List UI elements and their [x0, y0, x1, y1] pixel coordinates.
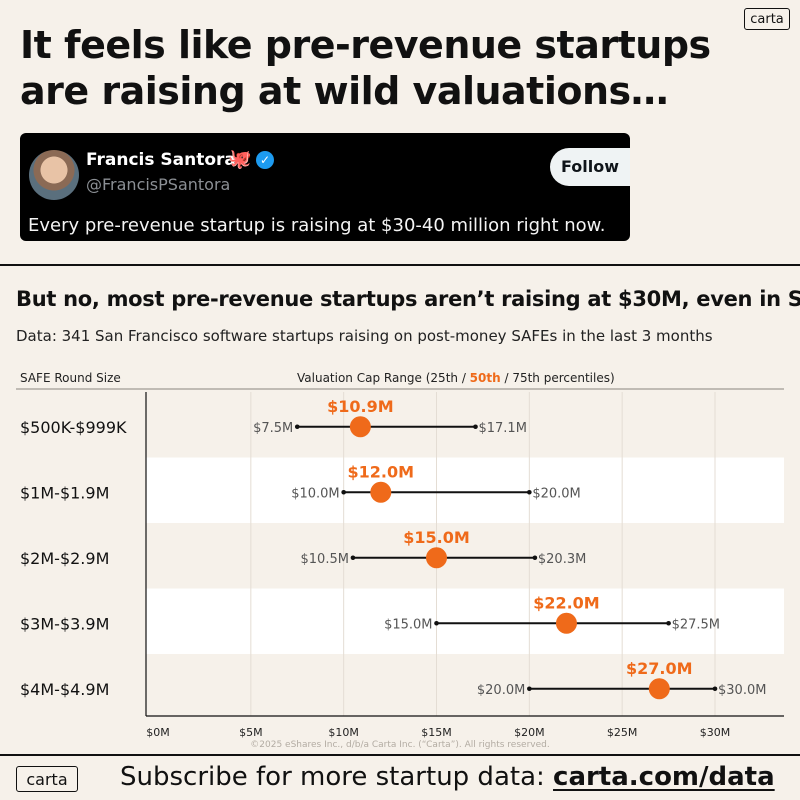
p75-label: $20.3M: [538, 552, 586, 567]
p75-point: [712, 686, 718, 692]
median-label: $12.0M: [348, 462, 415, 481]
p75-label: $20.0M: [532, 486, 580, 501]
p25-point: [434, 620, 439, 626]
p75-label: $30.0M: [718, 683, 766, 698]
column-header-prefix: Valuation Cap Range (25th /: [297, 371, 470, 385]
category-label: $2M-$2.9M: [20, 549, 109, 568]
follow-button[interactable]: Follow: [550, 148, 630, 186]
column-header-median: 50th: [469, 371, 501, 385]
category-label: $500K-$999K: [20, 418, 127, 437]
median-point: [370, 481, 392, 503]
tweet-card: Francis Santora 🐙 ✓ @FrancisPSantora Fol…: [20, 133, 630, 241]
p25-point: [527, 686, 532, 692]
median-point: [555, 612, 577, 634]
p25-label: $20.0M: [477, 683, 525, 698]
copyright-notice: ©2025 eShares Inc., d/b/a Carta Inc. (“C…: [250, 740, 550, 750]
p25-label: $7.5M: [253, 421, 293, 436]
x-tick-label: $0M: [146, 726, 170, 739]
p75-point: [473, 424, 478, 430]
x-tick-label: $20M: [514, 726, 545, 739]
column-header-round-size: SAFE Round Size: [20, 371, 121, 385]
median-label: $15.0M: [403, 528, 470, 547]
p75-label: $17.1M: [478, 421, 526, 436]
column-header-valuation-cap: Valuation Cap Range (25th / 50th / 75th …: [297, 371, 615, 385]
carta-logo: carta: [744, 8, 790, 30]
tweet-author-handle: @FrancisPSantora: [86, 175, 231, 194]
section-divider: [0, 264, 800, 266]
tweet-author-name: Francis Santora: [86, 150, 236, 170]
octopus-emoji-icon: 🐙: [228, 148, 252, 170]
tweet-text: Every pre-revenue startup is raising at …: [28, 215, 606, 236]
p75-point: [666, 620, 671, 626]
p25-label: $15.0M: [384, 617, 432, 632]
median-point: [349, 416, 371, 438]
p75-point: [532, 555, 538, 561]
p75-label: $27.5M: [672, 617, 720, 632]
p25-point: [350, 555, 356, 561]
p25-label: $10.5M: [301, 552, 349, 567]
chart-subheadline: But no, most pre-revenue startups aren’t…: [16, 287, 800, 311]
valuation-range-chart: $0M $5M $10M $15M $20M $25M $30M $500K-$999K $7.…: [16, 388, 784, 739]
p25-point: [341, 489, 346, 495]
median-label: $27.0M: [626, 659, 693, 678]
x-tick-label: $10M: [328, 726, 359, 739]
x-tick-label: $15M: [421, 726, 452, 739]
median-point: [426, 547, 447, 569]
category-label: $4M-$4.9M: [20, 680, 109, 699]
footer-text: Subscribe for more startup data:: [120, 762, 554, 792]
x-tick-label: $25M: [607, 726, 638, 739]
median-point: [648, 678, 670, 700]
footer-cta: Subscribe for more startup data: carta.c…: [120, 762, 775, 792]
verified-badge-icon: ✓: [256, 151, 274, 169]
column-header-suffix: / 75th percentiles): [500, 371, 615, 385]
row-band: [146, 457, 784, 523]
footer-link[interactable]: carta.com/data: [553, 762, 775, 792]
median-label: $10.9M: [327, 397, 394, 416]
row-band: [146, 588, 784, 654]
median-label: $22.0M: [533, 593, 600, 612]
headline: It feels like pre-revenue startups are r…: [20, 23, 711, 113]
category-label: $3M-$3.9M: [20, 614, 109, 633]
p75-point: [527, 489, 532, 495]
avatar: [29, 150, 79, 200]
carta-footer-logo: carta: [16, 766, 78, 792]
p25-label: $10.0M: [291, 486, 339, 501]
p25-point: [294, 424, 300, 430]
category-label: $1M-$1.9M: [20, 483, 109, 502]
data-source-note: Data: 341 San Francisco software startup…: [16, 327, 713, 345]
footer-divider: [0, 754, 800, 756]
x-tick-label: $30M: [700, 726, 731, 739]
x-tick-label: $5M: [239, 726, 263, 739]
